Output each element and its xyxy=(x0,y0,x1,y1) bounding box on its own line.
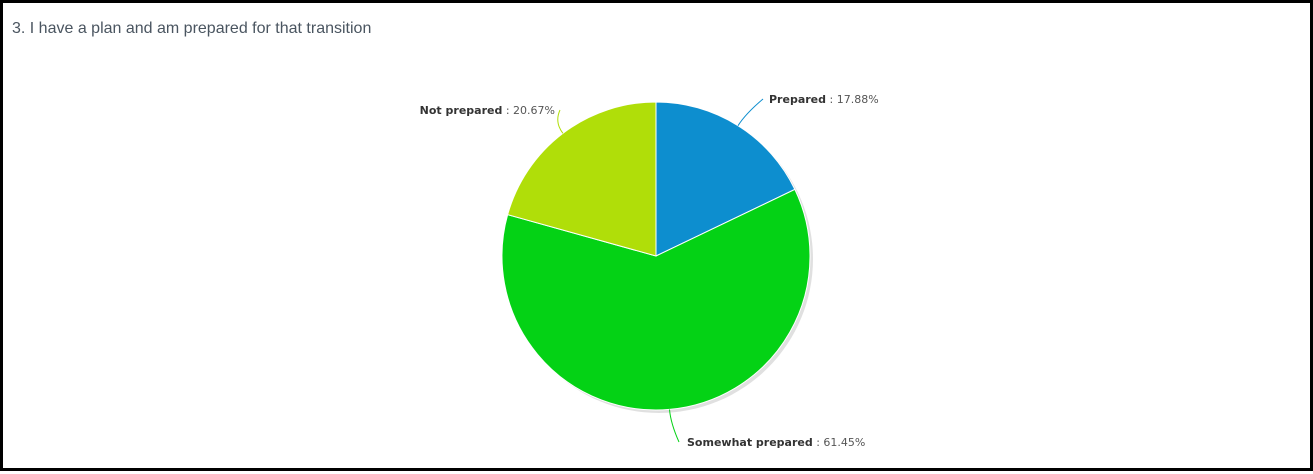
slice-label-name: Not prepared xyxy=(420,104,503,117)
slice-label-name: Prepared xyxy=(769,93,826,106)
chart-title: 3. I have a plan and am prepared for tha… xyxy=(12,20,372,37)
callout-line-somewhat-prepared xyxy=(669,409,680,443)
slice-label-somewhat-prepared: Somewhat prepared : 61.45% xyxy=(687,436,865,449)
callout-line-prepared xyxy=(737,98,764,126)
slice-label-value: : 61.45% xyxy=(813,436,866,449)
pie-chart: Prepared : 17.88% Somewhat prepared : 61.… xyxy=(420,93,879,449)
slice-label-prepared: Prepared : 17.88% xyxy=(769,93,879,106)
pie-slice-prepared[interactable] xyxy=(655,101,796,257)
slice-label-value: : 20.67% xyxy=(502,104,555,117)
slice-label-value: : 17.88% xyxy=(826,93,879,106)
callout-line-not-prepared xyxy=(557,109,564,134)
pie-slice-not-prepared[interactable] xyxy=(507,101,657,257)
pie-slice-somewhat-prepared[interactable] xyxy=(501,188,811,411)
slice-label-not-prepared: Not prepared : 20.67% xyxy=(420,104,555,117)
slice-label-name: Somewhat prepared xyxy=(687,436,813,449)
